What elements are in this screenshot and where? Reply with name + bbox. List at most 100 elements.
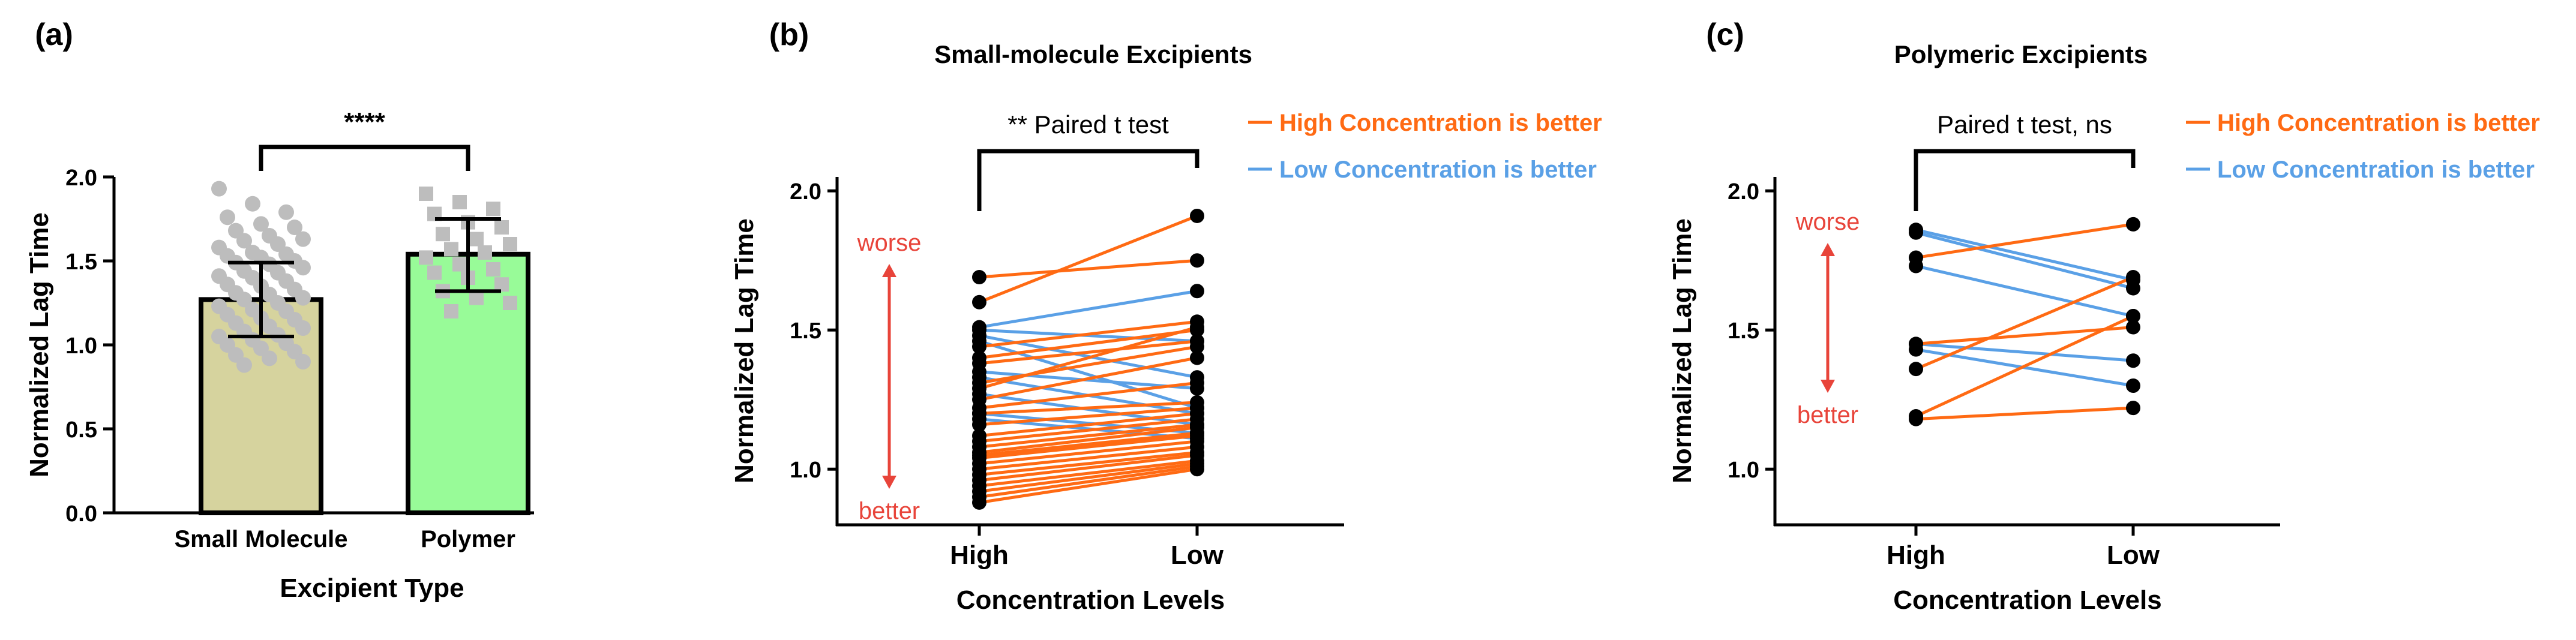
test-label: Paired t test, ns: [1937, 110, 2112, 139]
panel-b: (b) Small-molecule Excipients 1.0 1.5 2.0 Nor…: [730, 17, 1602, 615]
data-point: [469, 232, 484, 247]
data-point: [436, 227, 450, 242]
data-point: [295, 260, 311, 276]
category-label: Small Molecule: [175, 526, 348, 552]
data-point: [236, 357, 252, 373]
data-point: [1190, 462, 1204, 477]
data-point: [486, 262, 500, 277]
data-point: [245, 196, 260, 212]
data-point: [452, 257, 467, 272]
data-point: [1190, 284, 1204, 299]
series-line: [979, 328, 1198, 360]
y-tick-label: 0.0: [65, 501, 97, 527]
y-tick-label: 1.5: [790, 319, 821, 344]
legend-label: Low Concentration is better: [2217, 157, 2535, 183]
panel-a: (a) 0.0 0.5 1.0 1.5 2.0 Normalized Lag Time Exc…: [25, 17, 534, 603]
data-point: [478, 245, 492, 260]
direction-arrow-head-down: [882, 476, 896, 489]
data-point: [972, 495, 986, 510]
y-tick-label: 1.0: [65, 333, 97, 359]
direction-arrow-head-down: [1821, 380, 1835, 393]
y-tick-label: 2.0: [65, 166, 97, 191]
data-point: [972, 339, 986, 354]
series-line: [1915, 326, 2134, 345]
test-bracket: [977, 149, 1199, 211]
x-axis-label: Concentration Levels: [1893, 585, 2161, 615]
data-point: [2126, 281, 2140, 296]
data-point: [287, 220, 302, 235]
data-point: [220, 209, 235, 226]
chart-title: Small-molecule Excipients: [934, 40, 1252, 68]
data-point: [1190, 350, 1204, 365]
series-line: [1915, 228, 2134, 282]
series-line: [1915, 275, 2134, 371]
series-line: [979, 423, 1198, 449]
data-point: [486, 202, 500, 217]
series-line: [979, 326, 1198, 390]
series-line: [979, 289, 1198, 329]
series-line: [979, 356, 1198, 401]
data-point: [211, 181, 227, 197]
data-point: [295, 320, 311, 336]
series-line: [979, 453, 1198, 482]
data-point: [295, 231, 311, 247]
series-line: [1915, 265, 2134, 318]
y-axis-label: Normalized Lag Time: [730, 218, 759, 483]
data-point: [2126, 309, 2140, 323]
data-point: [972, 417, 986, 432]
legend-label: High Concentration is better: [2217, 110, 2540, 136]
data-point: [278, 204, 294, 220]
data-point: [1190, 208, 1204, 223]
series-line: [979, 465, 1198, 499]
data-point: [1909, 250, 1923, 265]
data-point: [1190, 375, 1204, 390]
y-axis-label: Normalized Lag Time: [25, 212, 54, 477]
data-point: [1909, 411, 1923, 426]
data-point: [2126, 270, 2140, 285]
series-line: [979, 411, 1198, 438]
series-line: [979, 445, 1198, 471]
panel-label: (a): [35, 17, 73, 52]
significance-bracket: [259, 145, 470, 171]
y-tick-label: 2.0: [1728, 179, 1759, 205]
data-point: [1190, 339, 1204, 354]
series-line: [979, 459, 1198, 488]
data-point: [1909, 336, 1923, 351]
significance-label: ****: [344, 107, 385, 137]
series-line: [979, 450, 1198, 476]
bar: [406, 251, 530, 515]
data-point: [1190, 253, 1204, 268]
data-point: [2126, 353, 2140, 368]
series-line: [979, 401, 1198, 415]
data-point: [236, 233, 252, 249]
x-axis-label: Excipient Type: [280, 573, 464, 603]
series-line: [979, 339, 1198, 365]
x-tick-label: Low: [2107, 540, 2160, 570]
direction-arrow-head-up: [882, 264, 896, 277]
data-point: [419, 250, 433, 265]
data-point: [262, 350, 277, 366]
direction-arrow-head-up: [1821, 243, 1835, 256]
series-line: [979, 320, 1198, 348]
data-point: [427, 265, 442, 280]
y-tick-label: 0.5: [65, 417, 97, 443]
data-point: [972, 356, 986, 371]
legend-label: Low Concentration is better: [1279, 157, 1597, 183]
data-point: [444, 242, 458, 257]
data-point: [972, 295, 986, 310]
data-point: [295, 290, 311, 306]
series-line: [979, 259, 1198, 279]
x-axis-label: Concentration Levels: [956, 585, 1225, 615]
series-line: [979, 467, 1198, 504]
panel-c: (c) Polymeric Excipients 1.0 1.5 2.0 Normaliz…: [1668, 17, 2540, 615]
worse-label: worse: [857, 230, 922, 256]
data-point: [972, 381, 986, 396]
data-point: [2126, 378, 2140, 393]
series-line: [979, 214, 1198, 304]
series-line: [979, 431, 1198, 457]
data-point: [419, 187, 433, 201]
series-line: [979, 434, 1198, 460]
category-label: Polymer: [421, 526, 515, 552]
data-point: [295, 354, 311, 369]
data-point: [503, 237, 517, 251]
